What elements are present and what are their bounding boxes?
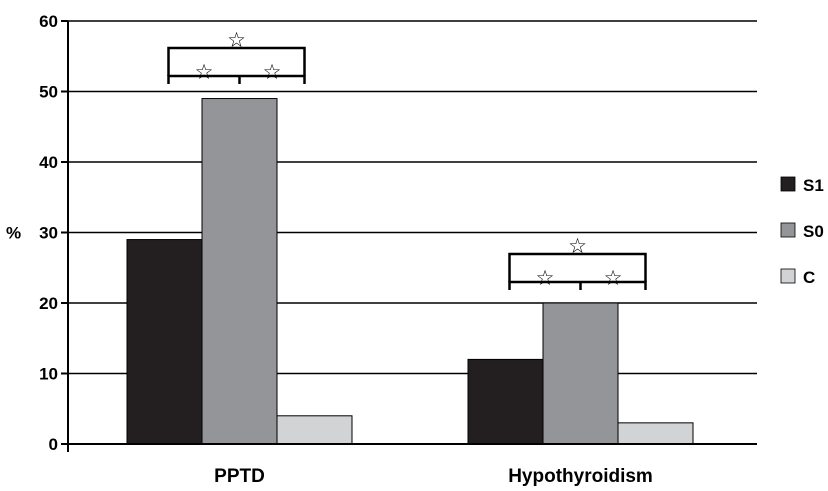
significance-bracket-outer [508, 252, 647, 282]
significance-bracket-outer [167, 46, 306, 76]
bar-s0-hypothyroidism [542, 302, 619, 445]
bar-s0-pptd [201, 98, 278, 445]
significance-bracket-inner [508, 280, 647, 290]
legend-label-s1: S1 [803, 176, 824, 195]
significance-star-icon: ☆ [568, 234, 587, 258]
legend-label-s0: S0 [803, 222, 824, 241]
bar-s1-hypothyroidism [467, 358, 544, 445]
y-tick-label: 40 [39, 153, 58, 172]
significance-star-icon: ☆ [195, 60, 214, 84]
y-tick-label: 50 [39, 83, 58, 102]
x-category-label: Hypothyroidism [508, 466, 653, 487]
y-axis-label: % [6, 224, 21, 243]
legend-swatch-c [780, 268, 796, 284]
bar-c-hypothyroidism [617, 422, 694, 445]
y-tick-label: 60 [39, 12, 58, 31]
legend-swatch-s1 [780, 176, 796, 192]
significance-star-icon: ☆ [536, 266, 555, 290]
bar-c-pptd [276, 415, 353, 445]
legend-label-c: C [803, 268, 815, 287]
legend-swatch-s0 [780, 222, 796, 238]
y-tick-label: 20 [39, 294, 58, 313]
significance-bracket-inner [167, 74, 306, 84]
y-tick-label: 0 [49, 435, 58, 454]
y-tick-label: 30 [39, 224, 58, 243]
significance-star-icon: ☆ [604, 266, 623, 290]
significance-star-icon: ☆ [263, 60, 282, 84]
bar-s1-pptd [126, 239, 203, 445]
x-category-label: PPTD [214, 466, 265, 487]
y-tick-label: 10 [39, 365, 58, 384]
significance-star-icon: ☆ [227, 28, 246, 52]
